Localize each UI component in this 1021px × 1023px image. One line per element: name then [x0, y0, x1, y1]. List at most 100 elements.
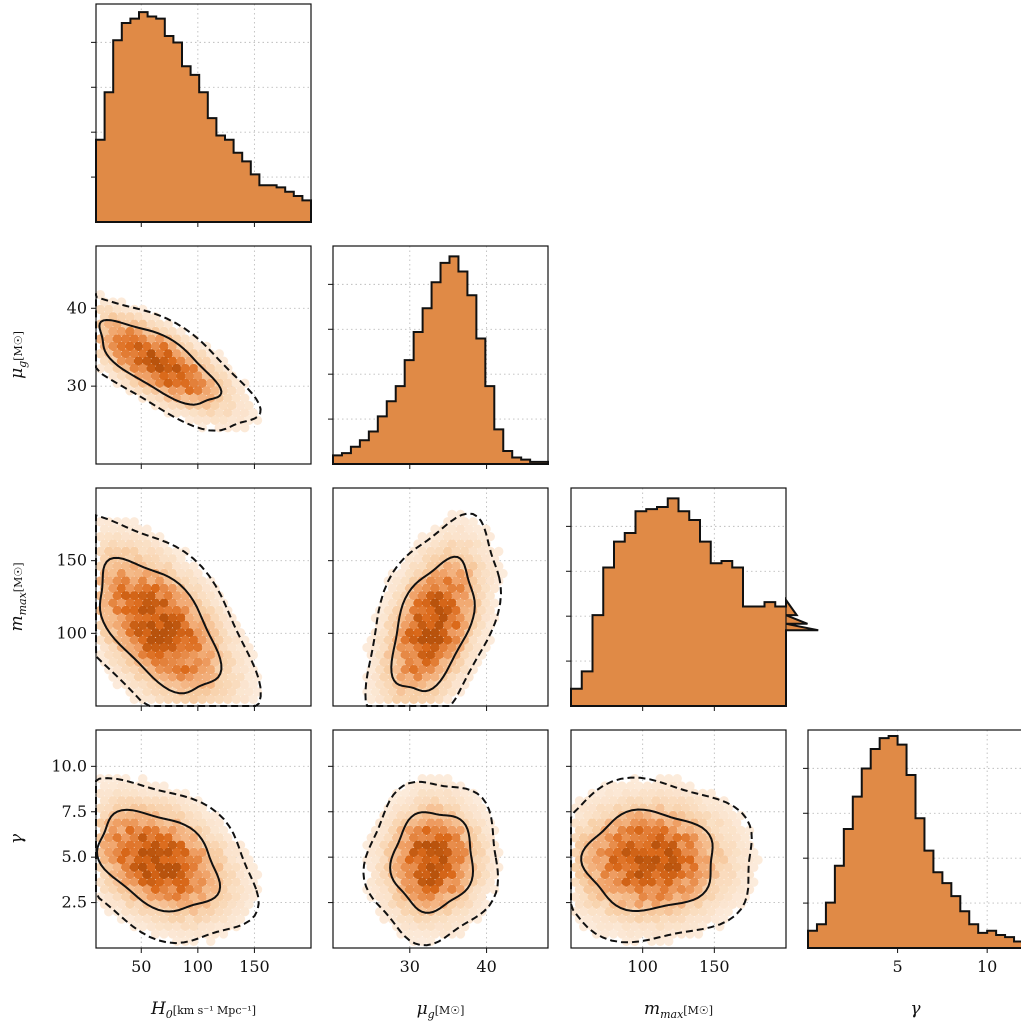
density-hex [180, 892, 190, 902]
density-hex [370, 657, 381, 668]
density-hex [180, 833, 190, 843]
density-hex [193, 796, 203, 806]
density-hex [189, 363, 199, 374]
density-hex [426, 818, 436, 828]
density-hex [206, 833, 216, 843]
density-hex [421, 628, 432, 638]
density-hex [375, 847, 385, 858]
density-hex [244, 657, 254, 668]
density-hex [587, 892, 597, 902]
density-hex [574, 884, 585, 895]
density-hex [125, 386, 135, 396]
density-hex [477, 847, 487, 858]
density-hex [706, 892, 716, 902]
density-hex [396, 568, 406, 579]
density-hex [489, 583, 500, 594]
density-hex [698, 877, 708, 887]
density-hex [617, 884, 627, 895]
density-hex [417, 847, 427, 858]
density-hex [676, 914, 687, 924]
density-hex [163, 665, 173, 675]
density-hex [472, 613, 483, 623]
density-hex [638, 833, 648, 843]
density-hex [231, 694, 241, 704]
density-hex [392, 907, 402, 917]
density-hex [159, 796, 169, 806]
density-hex [387, 840, 398, 850]
panel-m_max-vs-m_max [566, 487, 819, 711]
panel-gamma-vs-gamma: 5 10 [803, 729, 1021, 976]
density-hex [112, 650, 122, 660]
panel-frame [332, 487, 549, 707]
density-hex [375, 650, 385, 660]
density-hex [125, 628, 135, 638]
density-hex [438, 524, 449, 534]
density-hex [485, 847, 495, 858]
density-hex [184, 672, 195, 682]
density-hex [159, 628, 169, 638]
density-hex [129, 363, 139, 374]
density-hex [167, 400, 178, 411]
density-hex [176, 810, 186, 821]
density-hex [184, 840, 195, 850]
density-hex [468, 546, 478, 557]
density-hex [150, 356, 161, 366]
density-hex [455, 568, 466, 579]
density-hex [142, 796, 152, 806]
density-hex [579, 921, 589, 932]
density-hex [116, 326, 127, 337]
density-hex [421, 642, 432, 653]
histogram-gamma [807, 735, 1021, 949]
density-hex [189, 561, 199, 571]
density-hex [206, 907, 216, 917]
density-hex [489, 598, 500, 608]
density-hex [468, 892, 478, 902]
density-hex [112, 620, 122, 631]
density-hex [244, 899, 254, 910]
density-hex [155, 665, 165, 675]
density-hex [630, 892, 640, 902]
density-hex [206, 936, 216, 946]
density-hex [95, 620, 105, 631]
density-hex [146, 847, 156, 858]
density-hex [608, 929, 619, 939]
density-hex [116, 781, 127, 791]
density-hex [112, 349, 122, 359]
density-hex [189, 921, 199, 932]
density-hex [608, 884, 619, 895]
density-hex [116, 341, 127, 352]
density-hex [472, 568, 483, 579]
density-hex [227, 657, 237, 668]
density-hex [455, 672, 466, 682]
density-hex [392, 862, 402, 873]
density-hex [99, 855, 110, 865]
density-hex [634, 840, 644, 850]
density-hex [159, 870, 169, 880]
density-hex [400, 907, 410, 917]
density-hex [443, 635, 453, 645]
density-hex [400, 605, 410, 616]
density-hex [172, 665, 182, 675]
density-hex [604, 818, 614, 828]
density-hex [472, 628, 483, 638]
density-hex [413, 825, 423, 836]
density-hex [647, 833, 657, 843]
density-hex [447, 539, 457, 549]
density-hex [133, 583, 144, 594]
density-hex [451, 576, 461, 586]
density-hex [180, 862, 190, 873]
density-hex [116, 914, 127, 924]
density-hex [121, 620, 131, 631]
density-hex [659, 870, 670, 880]
density-hex [227, 642, 237, 653]
density-hex [625, 899, 636, 910]
density-hex [413, 870, 423, 880]
density-hex [129, 907, 139, 917]
density-hex [163, 363, 173, 374]
density-hex [438, 613, 449, 623]
y-tick-label: 10.0 [51, 756, 87, 775]
density-hex [438, 539, 449, 549]
density-hex [210, 386, 220, 396]
density-hex [451, 862, 461, 873]
density-hex [625, 914, 636, 924]
